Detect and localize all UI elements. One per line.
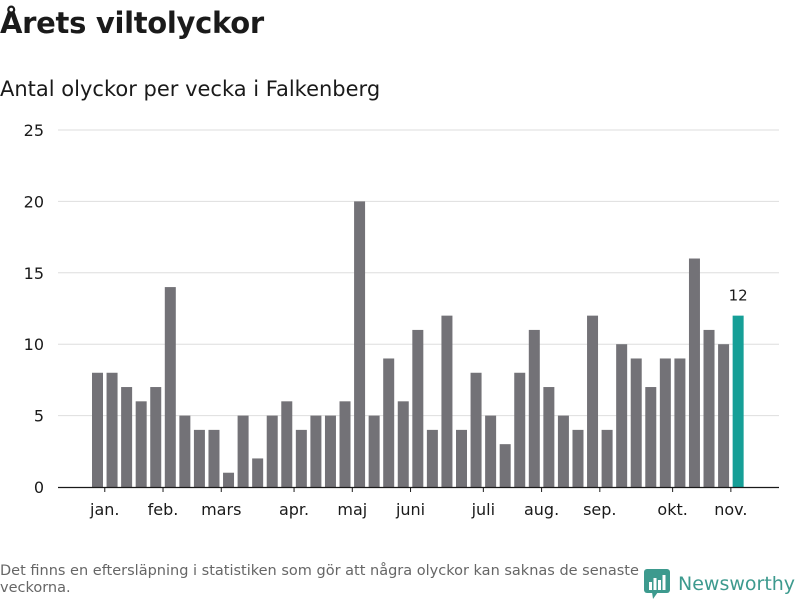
bar	[528, 329, 540, 487]
bar	[616, 344, 628, 487]
footnote: Det finns en eftersläpning i statistiken…	[0, 563, 639, 596]
brand-name: Newsworthy	[678, 573, 796, 595]
bar	[514, 372, 526, 487]
bar	[295, 429, 307, 487]
bar	[703, 329, 715, 487]
data-label: 12	[729, 287, 748, 305]
bar	[397, 401, 409, 487]
x-tick-label: juli	[471, 500, 495, 519]
x-tick-label: okt.	[657, 500, 687, 519]
bar	[587, 315, 599, 487]
y-tick-label: 25	[24, 121, 44, 140]
x-tick-label: feb.	[148, 500, 179, 519]
x-tick-label: nov.	[714, 500, 747, 519]
bar	[601, 429, 613, 487]
bar	[281, 401, 293, 487]
y-tick-label: 20	[24, 192, 44, 211]
bar	[92, 372, 103, 487]
bar	[543, 387, 555, 487]
y-axis-tick-labels: 0 5 10 15 20 25	[24, 121, 44, 497]
brand-logo[interactable]: Newsworthy	[644, 569, 795, 599]
bar	[718, 344, 730, 487]
bar	[456, 429, 467, 487]
bar	[499, 444, 511, 487]
bars	[92, 201, 744, 487]
bar-highlighted	[732, 315, 744, 487]
bar	[645, 387, 657, 487]
bar	[179, 415, 191, 487]
bar	[470, 372, 482, 487]
y-tick-label: 5	[34, 407, 44, 426]
x-tick-label: sep.	[583, 500, 616, 519]
x-axis	[58, 486, 779, 492]
bar	[383, 358, 395, 487]
bar	[310, 415, 322, 487]
x-tick-label: juni	[395, 500, 425, 519]
bar	[106, 372, 118, 487]
bar	[557, 415, 569, 487]
bar	[688, 258, 700, 487]
bar	[572, 429, 584, 487]
bar	[193, 429, 205, 487]
chart-subtitle: Antal olyckor per vecka i Falkenberg	[0, 77, 381, 101]
bar	[368, 415, 380, 487]
y-tick-label: 15	[24, 264, 44, 283]
bar	[339, 401, 351, 487]
y-tick-label: 10	[24, 335, 44, 354]
x-tick-label: aug.	[524, 500, 559, 519]
y-tick-label: 0	[34, 478, 44, 497]
x-tick-label: jan.	[89, 500, 119, 519]
bar	[354, 201, 366, 487]
bar	[659, 358, 671, 487]
bar	[252, 458, 264, 487]
bar	[266, 415, 278, 487]
bar	[630, 358, 642, 487]
bar	[412, 329, 424, 487]
bar	[135, 401, 147, 487]
gridlines	[58, 129, 779, 417]
newsworthy-logo-icon	[644, 569, 670, 599]
bar	[237, 415, 249, 487]
bar	[150, 387, 162, 487]
data-labels: 12	[729, 287, 748, 305]
bar	[223, 472, 235, 487]
x-axis-tick-labels: jan. feb. mars apr. maj juni juli aug. sep. okt. n…	[89, 500, 747, 519]
bar	[485, 415, 497, 487]
x-tick-label: mars	[201, 500, 241, 519]
chart-title: Årets viltolyckor	[0, 6, 264, 40]
x-tick-label: maj	[337, 500, 367, 519]
x-tick-label: apr.	[279, 500, 309, 519]
bar	[674, 358, 686, 487]
bar	[164, 287, 176, 487]
bar	[324, 415, 336, 487]
bar	[426, 429, 438, 487]
bar	[121, 387, 133, 487]
bar	[208, 429, 220, 487]
bar	[441, 315, 453, 487]
